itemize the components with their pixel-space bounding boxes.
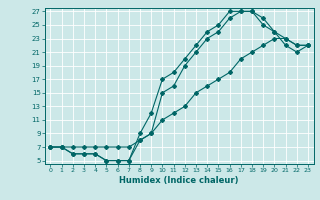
X-axis label: Humidex (Indice chaleur): Humidex (Indice chaleur) — [119, 176, 239, 185]
